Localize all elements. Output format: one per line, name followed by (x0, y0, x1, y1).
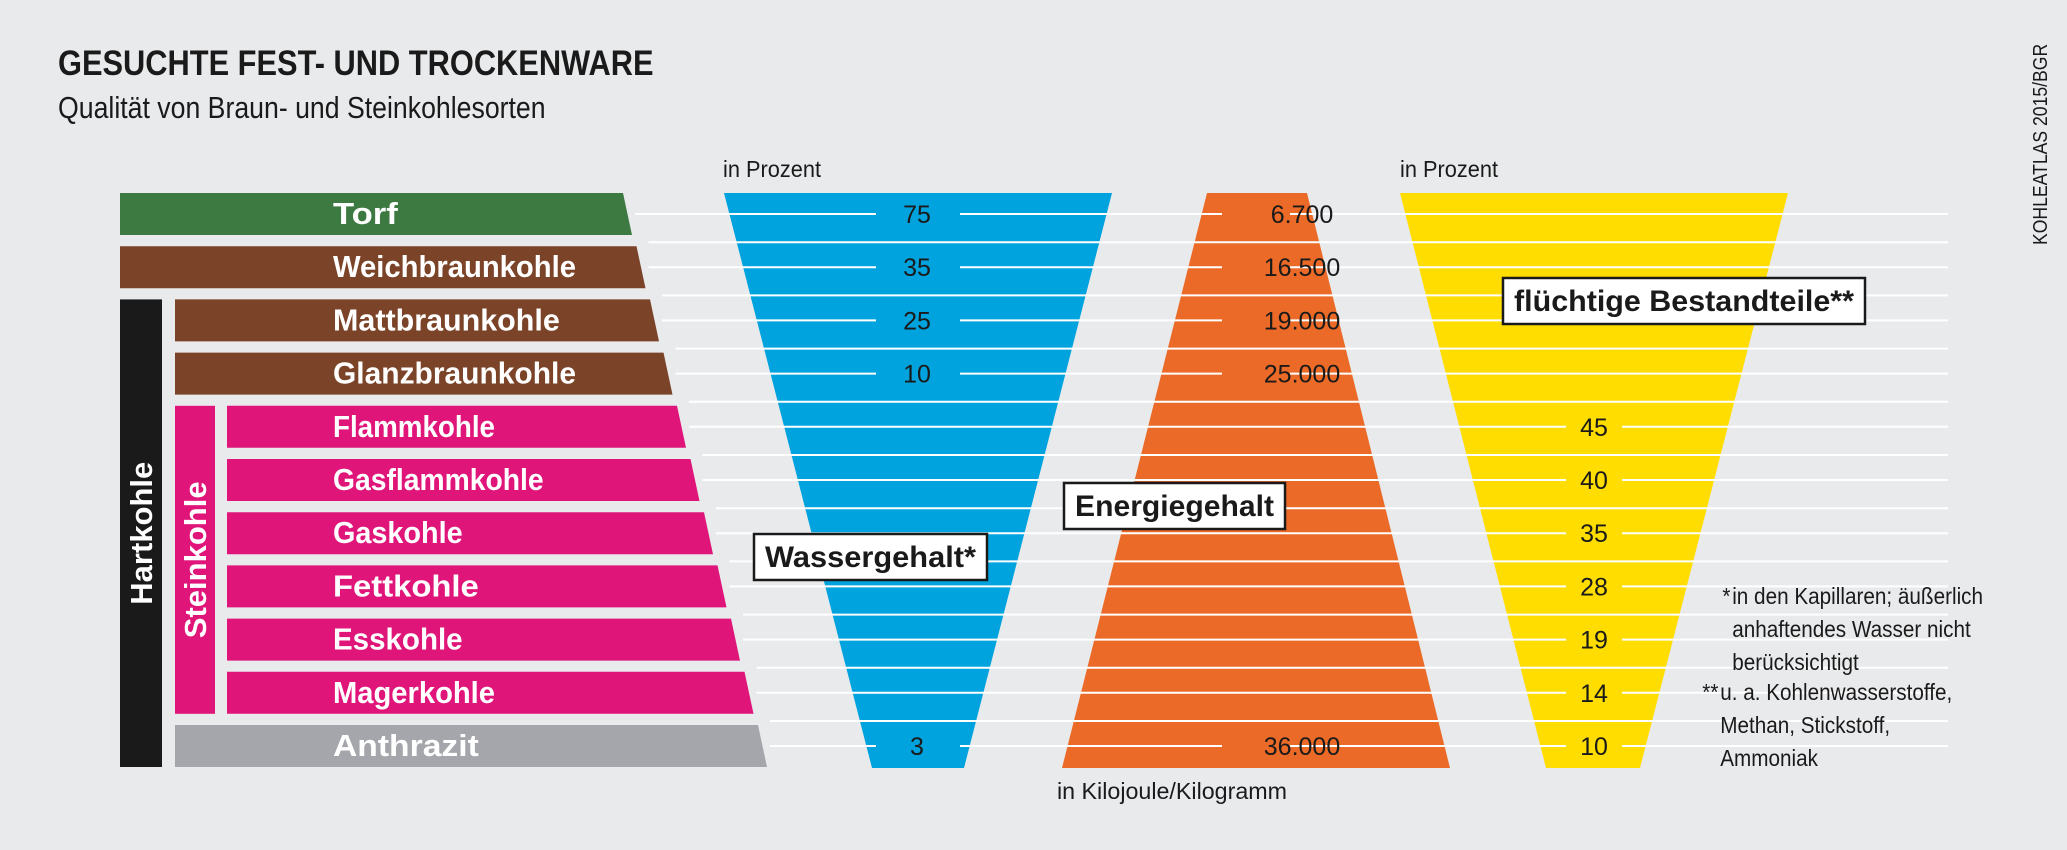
bar-gaskohle (227, 512, 713, 555)
value-fl-chtige-bestandteile-fettkohle: 28 (1580, 573, 1608, 601)
footnote-text: u. a. Kohlenwasserstoffe, (1720, 679, 1953, 705)
footnote-water: * in den Kapillaren; äußerlich anhaftendes… (1716, 580, 1983, 679)
footnote-line: anhaftendes Wasser nicht (1716, 613, 1983, 646)
value-energiegehalt-mattbraunkohle: 19.000 (1264, 307, 1340, 335)
value-wassergehalt-anthrazit: 3 (910, 733, 924, 761)
bar-glanzbraunkohle (175, 352, 673, 395)
category-label: Esskohle (333, 622, 463, 657)
unit-label-volatile: in Prozent (1400, 156, 1499, 182)
category-label: Magerkohle (333, 675, 495, 710)
footnote-line: Methan, Stickstoff, (1704, 709, 1952, 742)
series-label-fl-chtige-bestandteile: flüchtige Bestandteile** (1514, 285, 1854, 318)
footnote-text: Ammoniak (1720, 745, 1818, 771)
value-wassergehalt-weichbraunkohle: 35 (903, 254, 931, 282)
footnote-text: Methan, Stickstoff, (1720, 712, 1891, 738)
group-label-hartkohle: Hartkohle (124, 462, 159, 605)
unit-label-water: in Prozent (723, 156, 822, 182)
chart-subtitle: Qualität von Braun- und Steinkohlesorten (58, 90, 546, 125)
unit-label-energy: in Kilojoule/Kilogramm (1057, 778, 1287, 804)
bar-weichbraunkohle (120, 246, 646, 289)
series-label-box-energiegehalt (1062, 481, 1287, 531)
value-wassergehalt-torf: 75 (903, 201, 931, 229)
category-label: Mattbraunkohle (333, 302, 560, 337)
footnote-line: Ammoniak (1704, 742, 1952, 775)
value-energiegehalt-glanzbraunkohle: 25.000 (1264, 361, 1340, 389)
category-label: Weichbraunkohle (333, 249, 576, 284)
category-label: Torf (333, 196, 399, 231)
value-energiegehalt-weichbraunkohle: 16.500 (1264, 254, 1340, 282)
fluechtige-bestandteile-funnel (1400, 193, 1788, 768)
footnote-line: * in den Kapillaren; äußerlich (1716, 580, 1983, 613)
series-label-energiegehalt: Energiegehalt (1075, 490, 1274, 523)
chart-title: GESUCHTE FEST- UND TROCKENWARE (58, 44, 654, 83)
bar-esskohle (227, 618, 740, 661)
value-fl-chtige-bestandteile-anthrazit: 10 (1580, 733, 1608, 761)
value-fl-chtige-bestandteile-esskohle: 19 (1580, 627, 1608, 655)
value-wassergehalt-mattbraunkohle: 25 (903, 307, 931, 335)
bar-anthrazit (175, 725, 767, 767)
bar-magerkohle (227, 671, 754, 714)
value-fl-chtige-bestandteile-gasflammkohle: 40 (1580, 467, 1608, 495)
category-label: Fettkohle (333, 568, 479, 603)
group-bar-steinkohle (175, 405, 215, 714)
category-label: Anthrazit (333, 728, 479, 763)
group-label-steinkohle: Steinkohle (178, 481, 213, 638)
category-label: Gaskohle (333, 515, 463, 550)
footnote-text: berücksichtigt (1732, 649, 1859, 675)
value-fl-chtige-bestandteile-magerkohle: 14 (1580, 680, 1608, 708)
footnote-text: in den Kapillaren; äußerlich (1732, 583, 1984, 609)
category-label: Gasflammkohle (333, 462, 544, 497)
bar-mattbraunkohle (175, 299, 659, 342)
footnote-volatile: ** u. a. Kohlenwasserstoffe, Methan, Stick… (1702, 676, 1953, 775)
group-bar-hartkohle (120, 299, 162, 767)
footnote-line: ** u. a. Kohlenwasserstoffe, (1702, 676, 1953, 709)
value-energiegehalt-anthrazit: 36.000 (1264, 733, 1340, 761)
bar-fettkohle (227, 565, 727, 608)
value-wassergehalt-glanzbraunkohle: 10 (903, 361, 931, 389)
series-label-box-fl-chtige-bestandteile (1501, 276, 1867, 326)
category-label: Flammkohle (333, 409, 495, 444)
value-energiegehalt-torf: 6.700 (1271, 201, 1334, 229)
bar-flammkohle (227, 405, 686, 448)
bar-gasflammkohle (227, 459, 700, 501)
category-label: Glanzbraunkohle (333, 356, 576, 391)
footnote-mark: ** (1702, 679, 1719, 705)
series-label-wassergehalt: Wassergehalt* (765, 541, 976, 574)
footnote-text: anhaftendes Wasser nicht (1732, 616, 1971, 642)
footnote-mark: * (1722, 583, 1731, 609)
footnote-line: berücksichtigt (1716, 646, 1983, 679)
value-fl-chtige-bestandteile-flammkohle: 45 (1580, 414, 1608, 442)
bar-torf (120, 193, 632, 235)
series-label-box-wassergehalt (752, 532, 989, 582)
value-fl-chtige-bestandteile-gaskohle: 35 (1580, 520, 1608, 548)
